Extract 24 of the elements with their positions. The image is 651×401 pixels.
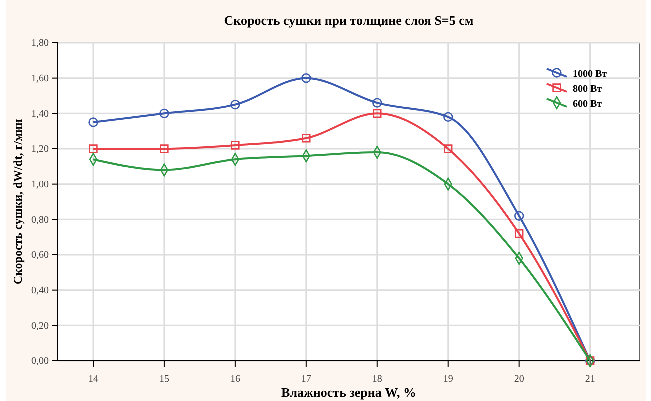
legend-label: 600 Вт <box>573 99 602 110</box>
y-tick-label: 0,00 <box>32 356 49 368</box>
x-tick-label: 17 <box>301 374 312 385</box>
x-tick-label: 15 <box>159 374 170 385</box>
legend-label: 1000 Вт <box>573 69 608 80</box>
y-tick-label: 0,80 <box>32 214 49 226</box>
y-tick-label: 0,40 <box>32 286 49 297</box>
y-tick-label: 1,20 <box>32 144 49 156</box>
y-tick-label: 1,60 <box>32 74 49 85</box>
x-tick-label: 21 <box>585 374 596 385</box>
x-axis-title: Влажность зерна W, % <box>282 385 416 400</box>
legend-label: 800 Вт <box>573 84 602 95</box>
y-tick-label: 1,80 <box>32 38 49 50</box>
x-tick-label: 20 <box>514 374 524 385</box>
y-tick-label: 1,40 <box>32 108 49 120</box>
x-tick-label: 14 <box>88 374 98 385</box>
x-tick-label: 18 <box>372 374 382 385</box>
y-axis-title: Скорость сушки, dW/dt, г/мин <box>11 119 25 285</box>
y-tick-label: 1,00 <box>32 180 49 191</box>
y-tick-label: 0,20 <box>32 320 49 332</box>
x-tick-label: 19 <box>443 374 454 385</box>
chart-title: Скорость сушки при толщине слоя S=5 см <box>224 13 474 28</box>
x-tick-label: 16 <box>230 374 240 385</box>
y-tick-label: 0,60 <box>32 250 49 262</box>
